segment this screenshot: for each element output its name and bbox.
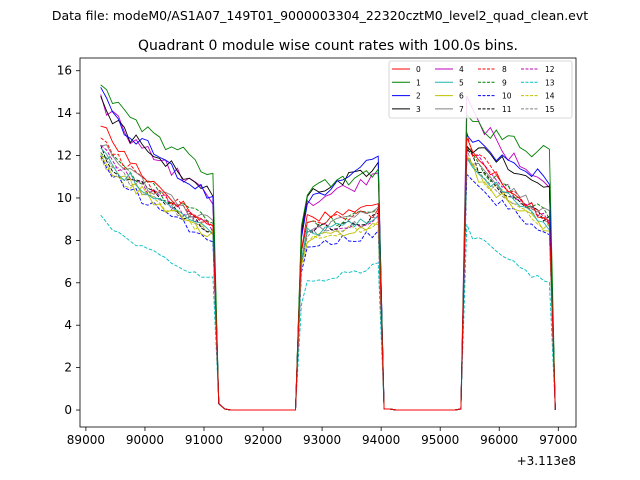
- legend-label-13: 13: [545, 78, 555, 87]
- legend-label-2: 2: [416, 92, 421, 101]
- series-line-13: [100, 214, 556, 411]
- legend-label-0: 0: [416, 65, 421, 74]
- legend-label-5: 5: [459, 78, 464, 87]
- y-tick-label: 14: [57, 106, 72, 120]
- y-tick-label: 8: [64, 233, 72, 247]
- legend-label-7: 7: [459, 105, 464, 114]
- x-tick-label: 93000: [303, 433, 341, 447]
- legend-label-15: 15: [545, 105, 555, 114]
- series-layer: [100, 84, 556, 411]
- y-axis: 0 2 4 6 8 10 12 14 16: [57, 64, 80, 417]
- legend-frame: [388, 60, 573, 119]
- x-tick-label: 89000: [67, 433, 105, 447]
- series-line-15: [100, 148, 556, 411]
- y-tick-label: 10: [57, 191, 72, 205]
- plot-area: [79, 57, 577, 428]
- legend-label-4: 4: [459, 65, 464, 74]
- y-tick-label: 4: [64, 318, 72, 332]
- legend-label-14: 14: [545, 92, 555, 101]
- x-axis-offset-label: +3.113e8: [517, 454, 576, 468]
- series-line-10: [100, 155, 556, 411]
- y-tick-label: 2: [64, 361, 72, 375]
- legend-label-12: 12: [545, 65, 555, 74]
- series-line-3: [100, 96, 556, 411]
- x-tick-label: 90000: [126, 433, 164, 447]
- series-line-7: [100, 144, 556, 411]
- series-line-1: [100, 84, 556, 411]
- figure-suptitle: Data file: modeM0/AS1A07_149T01_90000033…: [52, 8, 588, 23]
- series-line-6: [100, 154, 556, 411]
- y-tick-label: 12: [57, 149, 72, 163]
- x-tick-label: 92000: [244, 433, 282, 447]
- legend-label-9: 9: [502, 78, 507, 87]
- chart-title: Quadrant 0 module wise count rates with …: [138, 38, 518, 54]
- legend-label-6: 6: [459, 92, 464, 101]
- x-tick-label: 96000: [480, 433, 518, 447]
- legend-label-10: 10: [502, 92, 512, 101]
- legend-label-1: 1: [416, 78, 421, 87]
- x-tick-label: 94000: [362, 433, 400, 447]
- y-tick-label: 16: [57, 64, 72, 78]
- y-tick-label: 6: [64, 276, 72, 290]
- series-line-0: [100, 125, 556, 411]
- x-tick-label: 91000: [185, 433, 223, 447]
- x-axis: 89000 90000 91000 92000 93000 94000 95000 96000…: [67, 427, 577, 447]
- series-line-5: [100, 147, 556, 411]
- series-line-8: [100, 131, 556, 411]
- axes-frame: [79, 57, 577, 428]
- y-tick-label: 0: [64, 403, 72, 417]
- x-tick-label: 97000: [539, 433, 577, 447]
- x-tick-label: 95000: [421, 433, 459, 447]
- legend-label-8: 8: [502, 65, 507, 74]
- legend-label-11: 11: [502, 105, 512, 114]
- legend-label-3: 3: [416, 105, 421, 114]
- series-line-2: [100, 87, 556, 411]
